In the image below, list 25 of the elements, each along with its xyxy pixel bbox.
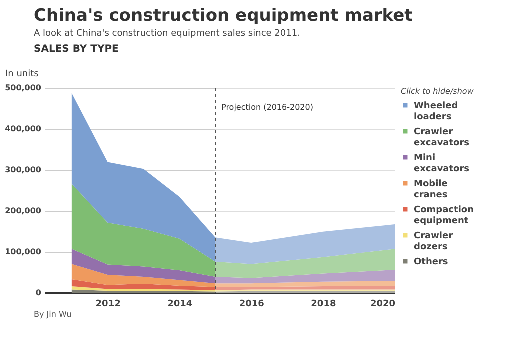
ref-line-label: Projection (2016-2020): [222, 103, 314, 112]
text: SALES BY TYPE: [34, 44, 120, 55]
legend-label: Compaction equipment: [414, 206, 474, 226]
y-tick-label: 400,000: [5, 124, 42, 134]
x-tick-label: 2016: [239, 300, 264, 310]
chart-title: China's construction equipment market: [34, 6, 414, 26]
y-tick-label: 0: [36, 288, 42, 298]
legend-label: Wheeled loaders: [414, 102, 458, 122]
x-tick-label: 2020: [370, 300, 396, 310]
y-axis-title: In units: [6, 70, 40, 80]
y-tick-label: 300,000: [5, 166, 42, 174]
chart-subtitle: A look at China's construction equipment sales since 2011.: [34, 29, 302, 39]
legend-label: Others: [414, 258, 448, 268]
legend-label: Mini excavators: [414, 154, 470, 174]
text: By Jin Wu: [33, 310, 73, 319]
x-tick-label: 2018: [311, 300, 336, 310]
y-tick-label: 500,000: [5, 84, 42, 92]
legend-label: Mobile cranes: [414, 180, 448, 200]
x-tick-label: 2014: [168, 300, 193, 310]
y-tick-label: 200,000: [5, 206, 42, 216]
y-tick-label: 100,000: [5, 248, 42, 256]
x-tick-label: 2012: [96, 300, 121, 310]
legend-label: Crawler excavators: [414, 128, 470, 148]
legend-title: Click to hide/show: [401, 87, 474, 96]
legend-label: Crawler dozers: [414, 232, 454, 252]
